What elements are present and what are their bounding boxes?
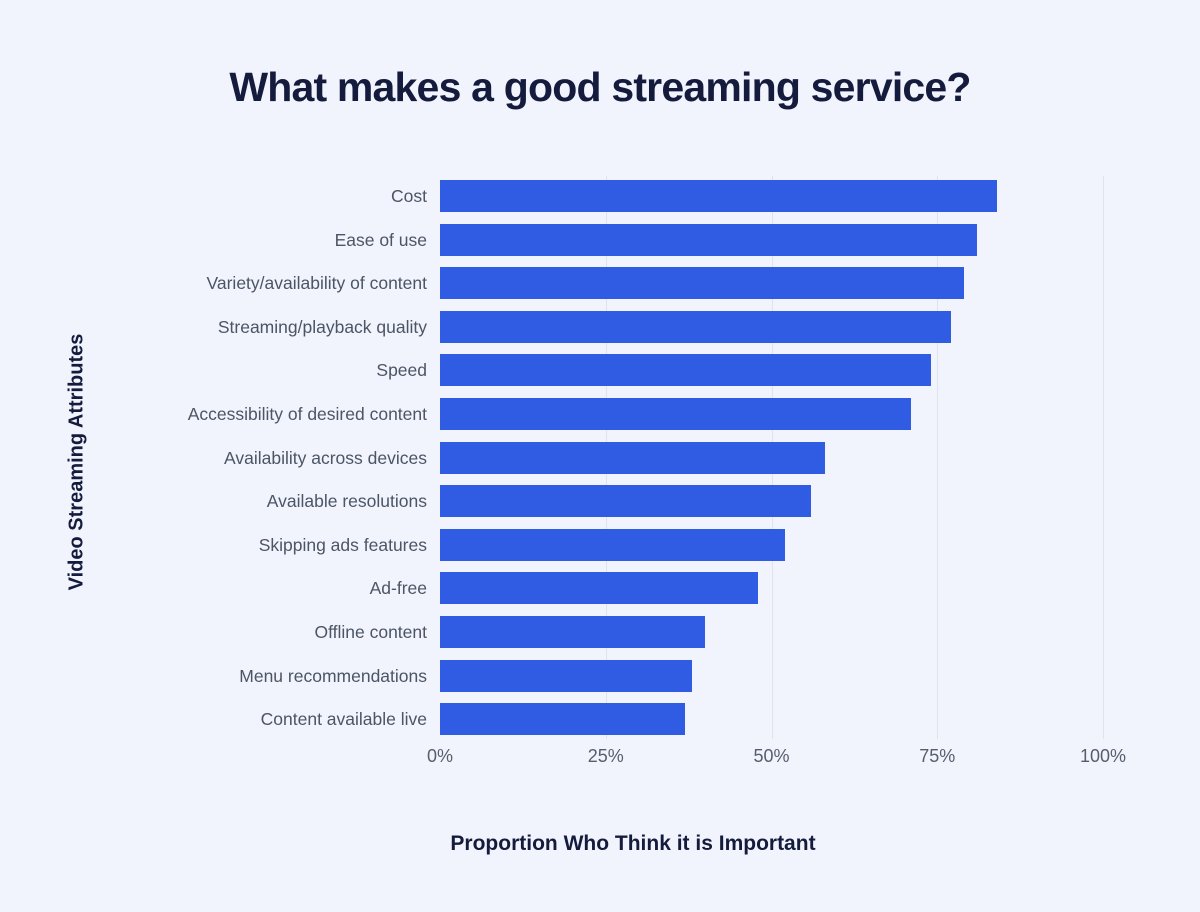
- category-label: Available resolutions: [266, 491, 427, 512]
- chart-row: Content available live: [0, 703, 1200, 736]
- chart-row: Menu recommendations: [0, 659, 1200, 692]
- chart-row: Cost: [0, 180, 1200, 212]
- category-label: Accessibility of desired content: [187, 404, 427, 424]
- chart-row: Ease of use: [0, 223, 1200, 256]
- category-label: Cost: [391, 186, 427, 206]
- bar: [440, 223, 978, 256]
- category-label: Ease of use: [334, 229, 427, 250]
- gridline-100: [1103, 176, 1104, 739]
- bar: [440, 267, 964, 300]
- chart-row: Streaming/playback quality: [0, 310, 1200, 343]
- category-label: Skipping ads features: [258, 534, 427, 555]
- bar: [440, 485, 812, 518]
- chart-row: Available resolutions: [0, 485, 1200, 518]
- x-tick-label: 75%: [919, 746, 956, 766]
- bar: [440, 703, 686, 736]
- bar: [440, 354, 931, 387]
- chart-row: Offline content: [0, 616, 1200, 648]
- x-axis-title: Proportion Who Think it is Important: [450, 832, 816, 855]
- bar: [440, 659, 692, 692]
- chart-title: What makes a good streaming service?: [229, 64, 971, 110]
- x-tick-label: 25%: [587, 746, 624, 766]
- bar: [440, 180, 997, 212]
- chart-row: Variety/availability of content: [0, 267, 1200, 300]
- category-label: Menu recommendations: [239, 665, 427, 686]
- bar: [440, 572, 759, 605]
- category-label: Ad-free: [369, 578, 427, 599]
- chart-row: Ad-free: [0, 572, 1200, 605]
- bar: [440, 398, 911, 430]
- chart-row: Speed: [0, 354, 1200, 387]
- chart-row: Availability across devices: [0, 441, 1200, 474]
- bar: [440, 616, 706, 648]
- x-tick-label: 0%: [426, 746, 454, 766]
- category-label: Streaming/playback quality: [217, 316, 427, 337]
- category-label: Availability across devices: [224, 447, 427, 468]
- category-label: Content available live: [260, 709, 427, 730]
- category-label: Offline content: [314, 622, 427, 642]
- x-tick-label: 100%: [1079, 746, 1127, 766]
- gridline-75: [937, 176, 939, 739]
- chart-row: Accessibility of desired content: [0, 398, 1200, 430]
- bar: [440, 528, 785, 561]
- x-tick-label: 50%: [753, 746, 790, 766]
- bar: [440, 441, 825, 474]
- chart-row: Skipping ads features: [0, 528, 1200, 561]
- category-label: Variety/availability of content: [206, 273, 428, 294]
- bar: [440, 310, 951, 343]
- category-label: Speed: [376, 360, 427, 381]
